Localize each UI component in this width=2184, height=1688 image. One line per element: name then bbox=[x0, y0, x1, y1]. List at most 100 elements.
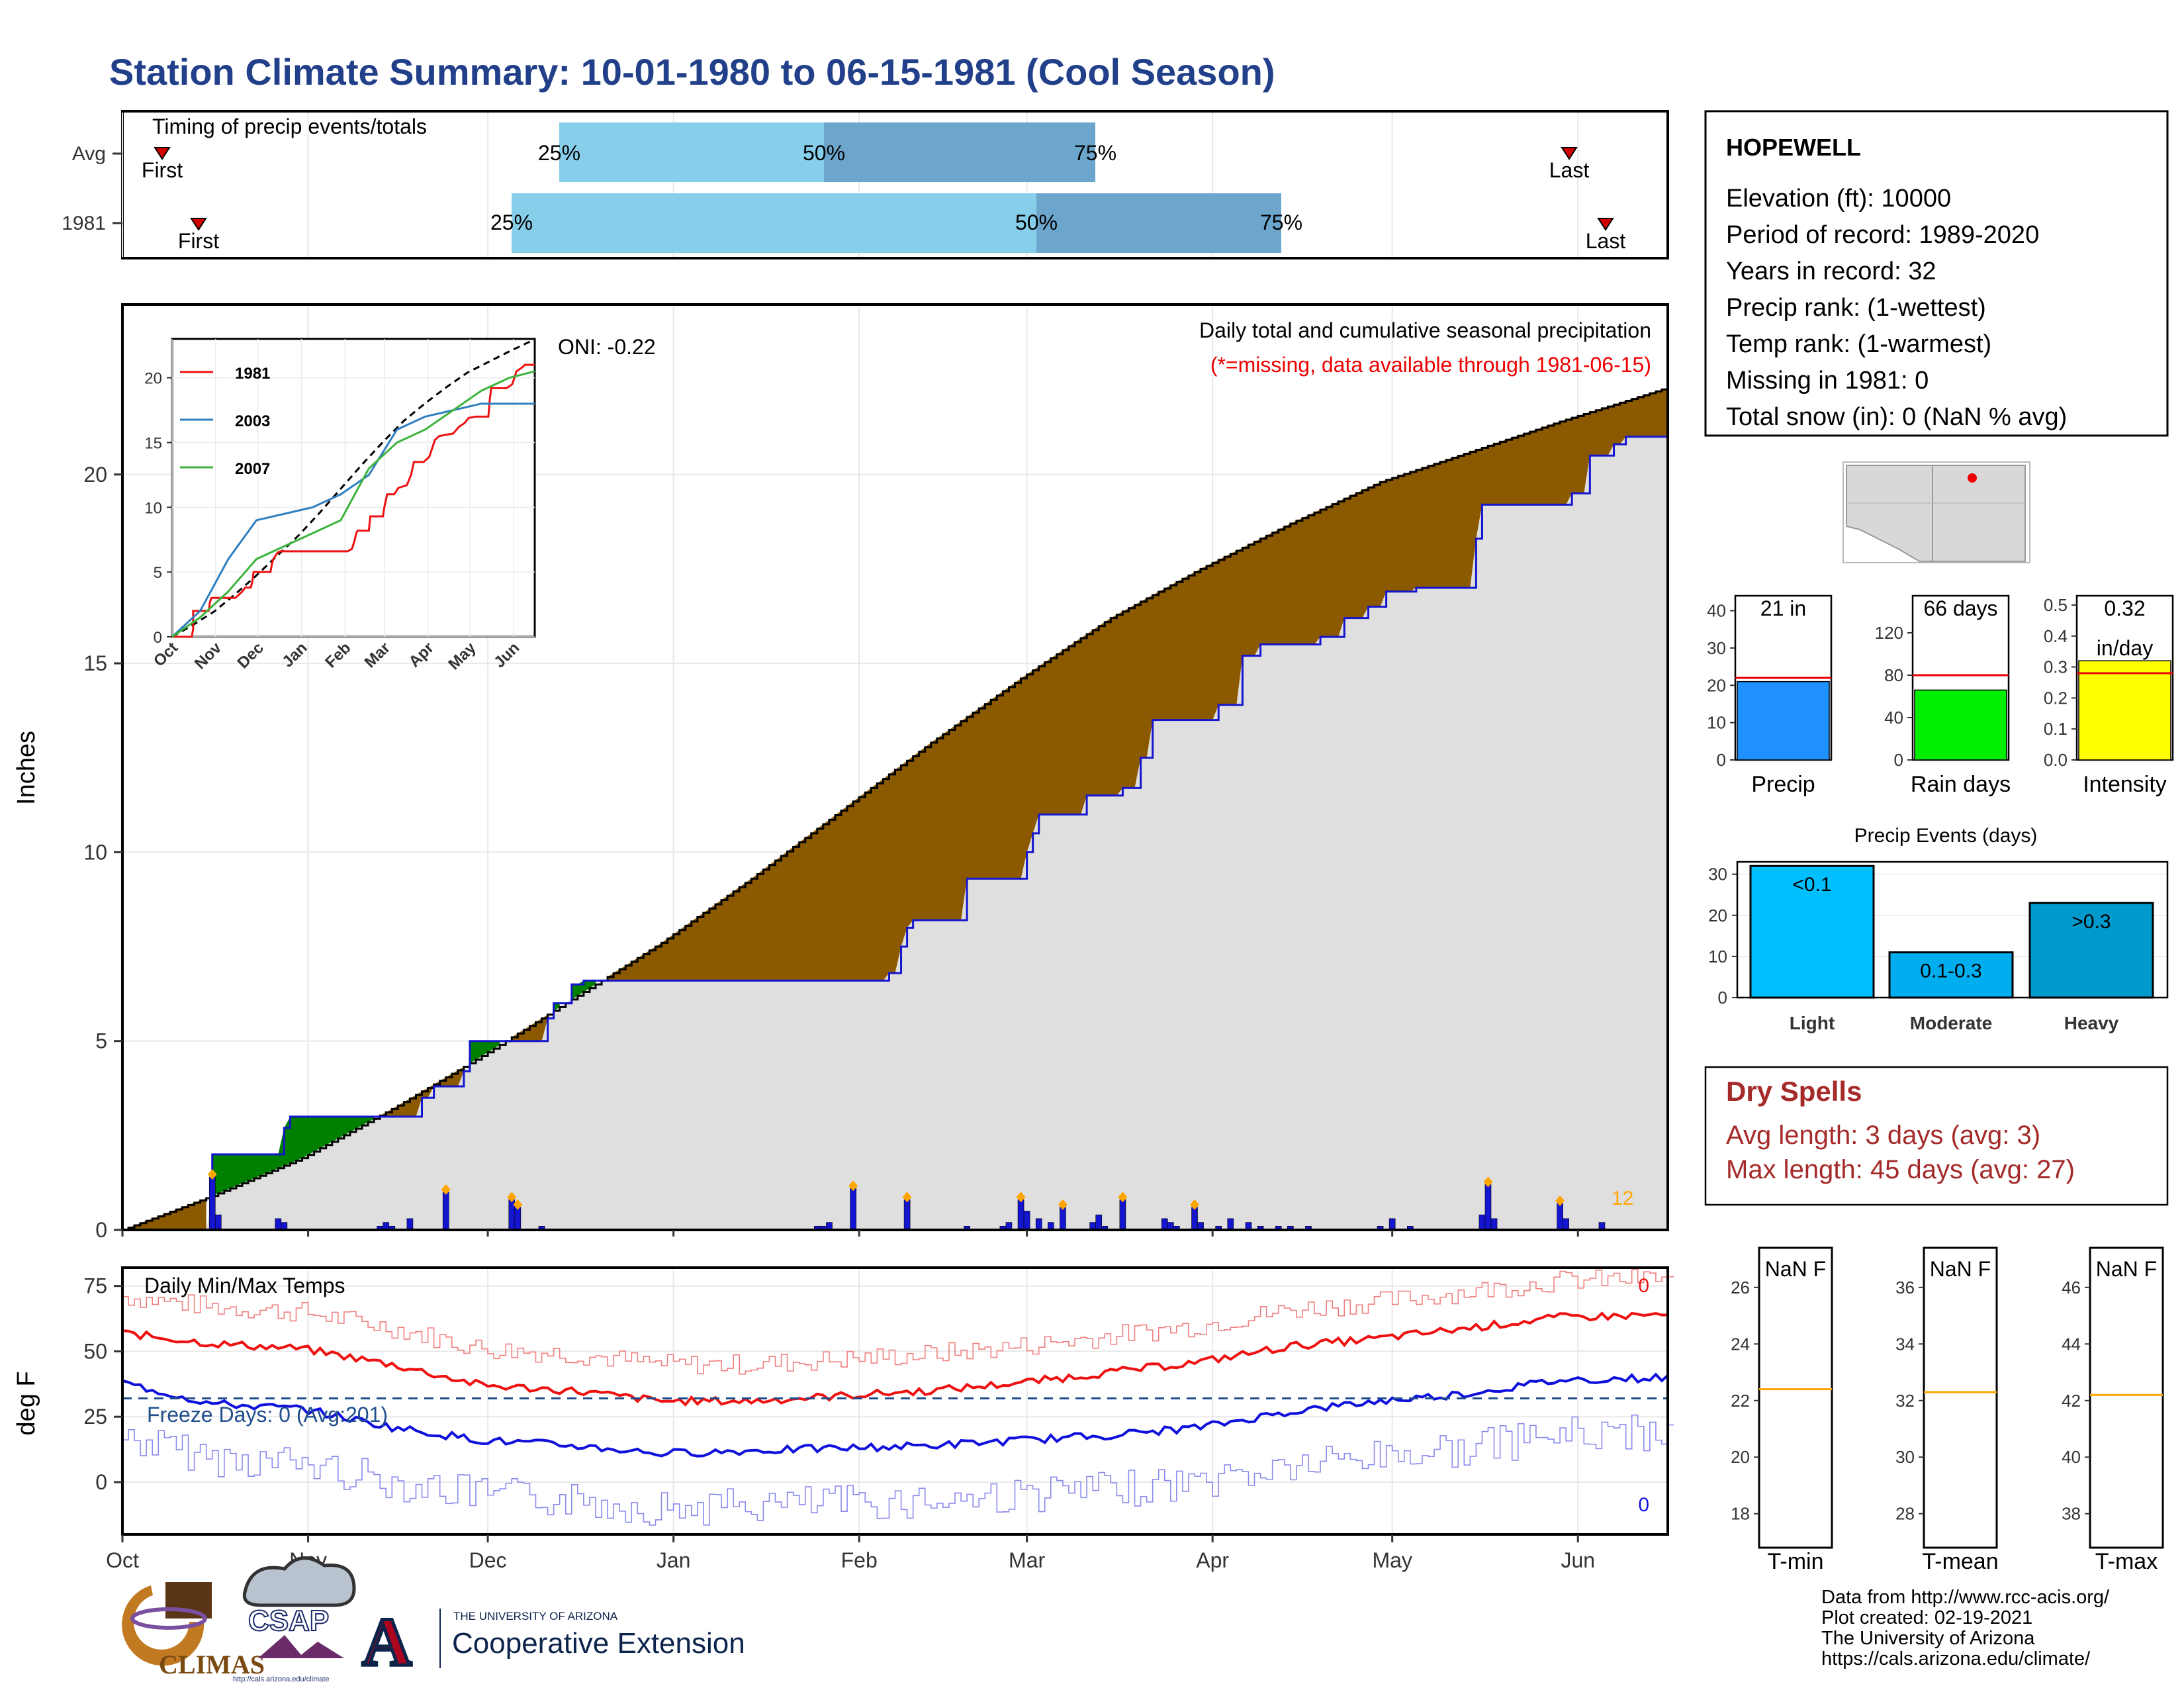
csap-logo: CSAP http://cals.arizona.edu/climate bbox=[233, 1556, 356, 1683]
avg-p50-label: 50% bbox=[803, 141, 845, 165]
daily-precip-bar-28 bbox=[1119, 1199, 1126, 1231]
daily-precip-bar-7 bbox=[406, 1218, 414, 1231]
year-25-50-bar bbox=[512, 193, 1036, 253]
precip-events-title: Precip Events (days) bbox=[1854, 825, 2038, 847]
dry-spells-avg: Avg length: 3 days (avg: 3) bbox=[1726, 1121, 2040, 1150]
missing-note: (*=missing, data available through 1981-… bbox=[1210, 353, 1651, 377]
temp-box-1-ticklabel-2: 32 bbox=[1895, 1391, 1915, 1411]
csap-url: http://cals.arizona.edu/climate bbox=[233, 1675, 330, 1683]
month-tick-label-6: Apr bbox=[1196, 1548, 1229, 1572]
temp-box-value-1: NaN F bbox=[1930, 1257, 1991, 1281]
summary-0-ticklabel-0: 0 bbox=[1717, 750, 1726, 770]
avg-cumulative-line bbox=[122, 387, 1669, 1231]
avg-last-marker bbox=[1561, 147, 1578, 160]
year-50-75-bar bbox=[1036, 193, 1281, 253]
events-ticklabel-0: 0 bbox=[1718, 988, 1727, 1008]
summary-2-ticklabel-0: 0.0 bbox=[2044, 750, 2068, 770]
summary-1-ticklabel-2: 80 bbox=[1884, 665, 1903, 685]
precip-events-chart: Precip Events (days) 0 10 20 30 <0.1 Light 0.1… bbox=[1708, 825, 2169, 1033]
extreme-count-label: 12 bbox=[1612, 1188, 1633, 1209]
temp-box-value-2: NaN F bbox=[2096, 1257, 2157, 1281]
precip-extreme-marker-20 bbox=[1016, 1192, 1026, 1203]
events-category-2: Heavy bbox=[2064, 1013, 2119, 1033]
summary-2-ticklabel-5: 0.5 bbox=[2044, 595, 2068, 615]
credits: Data from http://www.rcc-acis.org/ Plot … bbox=[1821, 1587, 2110, 1669]
summary-label-2: Intensity bbox=[2083, 772, 2167, 797]
summary-bars: 0 10 20 30 40 21 in Precip 0 40 80 120 66 days Rain … bbox=[1707, 594, 2174, 797]
ua-logo: A THE UNIVERSITY OF ARIZONA Cooperative … bbox=[361, 1603, 745, 1682]
events-bar-2 bbox=[2028, 902, 2154, 999]
inset-2007-line bbox=[171, 370, 535, 638]
page-title: Station Climate Summary: 10-01-1980 to 0… bbox=[109, 51, 1275, 93]
inset-legend-1981: 1981 bbox=[235, 365, 270, 383]
temp-box-0-ticklabel-4: 26 bbox=[1731, 1278, 1750, 1297]
precip-caption: Daily total and cumulative seasonal prec… bbox=[1199, 318, 1651, 342]
temp-box-2-ticklabel-3: 44 bbox=[2062, 1334, 2081, 1354]
avg-first-label: First bbox=[142, 158, 183, 182]
station-elevation: Elevation (ft): 10000 bbox=[1726, 185, 1951, 212]
station-location-dot bbox=[1968, 473, 1977, 483]
freeze-days-label: Freeze Days: 0 (Avg:201) bbox=[147, 1403, 388, 1427]
credit-line-2: Plot created: 02-19-2021 bbox=[1821, 1607, 2032, 1628]
temp-box-label-1: T-mean bbox=[1922, 1549, 1998, 1574]
summary-2-ticklabel-1: 0.1 bbox=[2044, 719, 2068, 739]
temp-panel: 0 25 50 75 Daily Min/Max Temps Freeze Days:… bbox=[13, 1266, 1674, 1536]
credit-line-1: Data from http://www.rcc-acis.org/ bbox=[1821, 1587, 2110, 1608]
precip-extreme-marker-15 bbox=[848, 1180, 858, 1192]
month-tick-label-0: Oct bbox=[106, 1548, 139, 1572]
ua-small-text: THE UNIVERSITY OF ARIZONA bbox=[453, 1610, 618, 1622]
events-bar-label-2: >0.3 bbox=[2071, 911, 2111, 933]
daily-precip-bar-8 bbox=[442, 1192, 449, 1231]
temp-box-value-0: NaN F bbox=[1765, 1257, 1826, 1281]
daily-precip-bar-48 bbox=[1563, 1218, 1569, 1231]
timing-label: Timing of precip events/totals bbox=[152, 115, 427, 138]
locator-map bbox=[1843, 461, 2030, 563]
temp-box-label-2: T-max bbox=[2095, 1549, 2158, 1574]
temp-box-label-0: T-min bbox=[1768, 1549, 1824, 1574]
temp-ytick-label-3: 75 bbox=[83, 1274, 107, 1298]
precip-extreme-marker-47 bbox=[1555, 1196, 1565, 1207]
month-tick-label-3: Jan bbox=[657, 1548, 691, 1572]
events-ticklabel-1: 10 bbox=[1708, 947, 1727, 966]
avg-50-75-bar bbox=[824, 122, 1095, 182]
summary-bar-1 bbox=[1914, 689, 2007, 761]
inset-ytick-label-1: 5 bbox=[154, 564, 162, 582]
summary-value2-2: in/day bbox=[2097, 636, 2153, 660]
daily-precip-bar-26 bbox=[1095, 1214, 1103, 1231]
temp-label: Daily Min/Max Temps bbox=[144, 1274, 345, 1297]
daily-precip-bar-20 bbox=[1017, 1199, 1024, 1231]
oni-label: ONI: -0.22 bbox=[558, 335, 656, 359]
inset-ytick-label-3: 15 bbox=[144, 435, 162, 453]
summary-1-ticklabel-3: 120 bbox=[1875, 623, 1903, 643]
temp-box-2-ticklabel-4: 46 bbox=[2062, 1278, 2081, 1297]
temp-box-0-ticklabel-0: 18 bbox=[1731, 1504, 1750, 1524]
temp-box-1-ticklabel-1: 30 bbox=[1895, 1447, 1915, 1467]
precip-ylabel: Inches bbox=[13, 731, 40, 805]
precip-base-area bbox=[122, 436, 1668, 1230]
timing-panel: Timing of precip events/totals Avg 1981 … bbox=[62, 110, 1669, 259]
precip-rank: Precip rank: (1-wettest) bbox=[1726, 294, 1986, 322]
daily-precip-bar-35 bbox=[1227, 1218, 1234, 1231]
summary-label-1: Rain days bbox=[1911, 772, 2011, 797]
temp-box-1-ticklabel-4: 36 bbox=[1895, 1278, 1915, 1297]
ua-block-a: A bbox=[362, 1604, 412, 1680]
station-years: Years in record: 32 bbox=[1726, 258, 1936, 285]
daily-precip-bar-46 bbox=[1490, 1218, 1498, 1231]
avg-tmin-line bbox=[122, 1372, 1669, 1458]
temp-box-1 bbox=[1923, 1246, 1998, 1549]
dry-spells-title: Dry Spells bbox=[1726, 1076, 1862, 1107]
summary-value-2: 0.32 bbox=[2104, 596, 2145, 620]
credit-line-3: The University of Arizona bbox=[1821, 1628, 2035, 1649]
temp-box-1-ticklabel-0: 28 bbox=[1895, 1504, 1915, 1524]
precip-deficit-area bbox=[128, 387, 1668, 1230]
precip-extreme-marker-45 bbox=[1483, 1176, 1493, 1188]
precip-extreme-marker-32 bbox=[1190, 1199, 1200, 1210]
avg-p75-label: 75% bbox=[1074, 141, 1116, 165]
inset-ytick-label-4: 20 bbox=[144, 370, 162, 388]
temp-box-0-ticklabel-3: 24 bbox=[1731, 1334, 1750, 1354]
precip-panel: 0 5 10 15 20 Inches Daily total and cumulati… bbox=[13, 303, 1669, 1242]
events-bar-1 bbox=[1888, 951, 2014, 999]
inset-legend-2007: 2007 bbox=[235, 460, 270, 478]
precip-extreme-marker-10 bbox=[513, 1199, 523, 1210]
